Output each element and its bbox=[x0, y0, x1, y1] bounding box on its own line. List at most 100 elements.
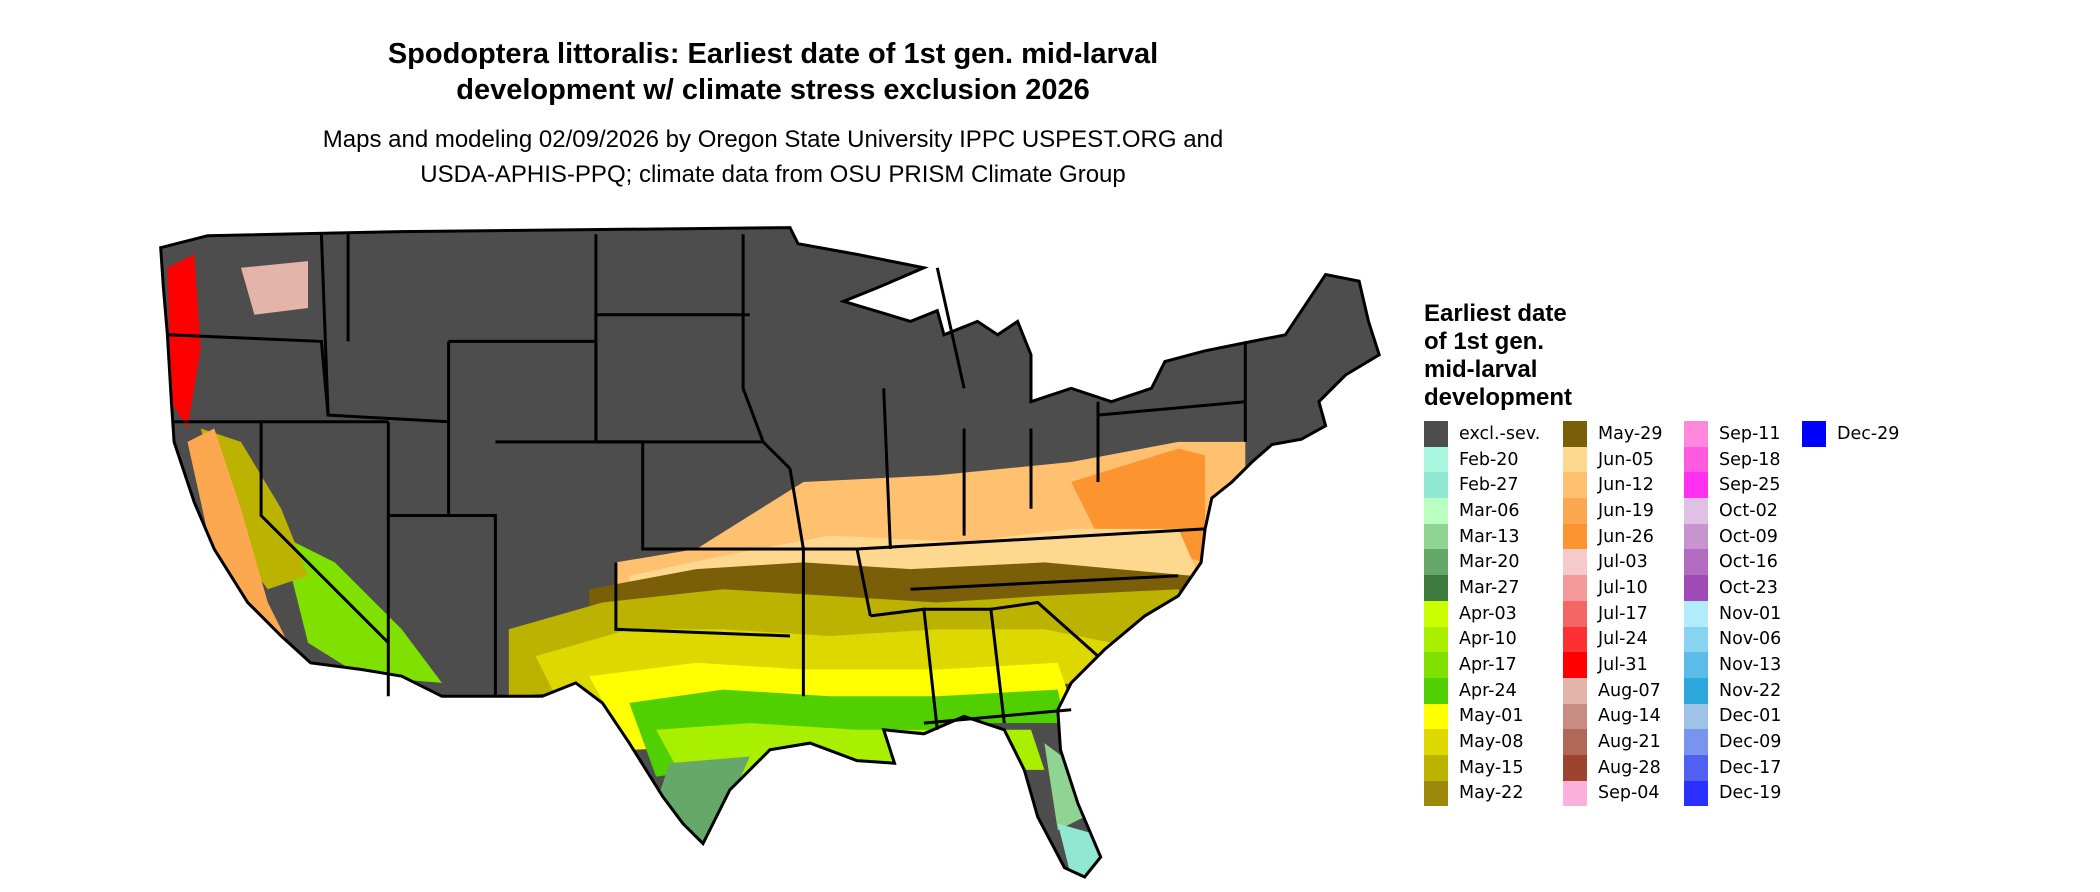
legend-label: Apr-10 bbox=[1459, 629, 1517, 650]
legend-item: Jul-31 bbox=[1563, 652, 1662, 678]
legend-label: Dec-01 bbox=[1719, 706, 1782, 727]
legend-swatch bbox=[1684, 729, 1708, 755]
state-border-line bbox=[882, 388, 892, 550]
legend-swatch bbox=[1424, 703, 1448, 730]
map-subtitle-line-1: Maps and modeling 02/09/2026 by Oregon S… bbox=[322, 126, 1224, 153]
legend-item: Aug-07 bbox=[1563, 677, 1662, 704]
legend-title-line: Earliest date bbox=[1424, 300, 1567, 327]
legend-swatch bbox=[1684, 472, 1708, 499]
legend-label: Aug-14 bbox=[1598, 706, 1661, 727]
legend-item: Jul-03 bbox=[1563, 549, 1662, 576]
legend-item: Jun-05 bbox=[1563, 446, 1662, 473]
legend-label: Nov-01 bbox=[1719, 603, 1782, 624]
legend-swatch bbox=[1424, 549, 1448, 576]
zone-mar-20 bbox=[656, 756, 750, 851]
legend-item: Jun-12 bbox=[1563, 472, 1662, 499]
zone-jul-31 bbox=[167, 254, 201, 429]
legend-label: Apr-24 bbox=[1459, 680, 1517, 701]
legend-item: Oct-09 bbox=[1684, 523, 1781, 550]
legend-item: Sep-11 bbox=[1684, 421, 1781, 447]
legend-swatch bbox=[1563, 652, 1587, 678]
legend-label: Oct-16 bbox=[1719, 552, 1778, 573]
legend-label: Dec-29 bbox=[1837, 423, 1900, 444]
legend-swatch bbox=[1424, 626, 1448, 653]
legend-item: Dec-17 bbox=[1684, 754, 1782, 781]
legend-swatch bbox=[1684, 626, 1708, 653]
state-border-line bbox=[388, 514, 497, 697]
state-border-line bbox=[856, 527, 1206, 551]
legend-item: Aug-28 bbox=[1563, 754, 1662, 781]
legend-swatch bbox=[1563, 575, 1587, 601]
map-title-line-2: development w/ climate stress exclusion … bbox=[456, 74, 1090, 106]
legend-item: Nov-06 bbox=[1684, 626, 1781, 653]
legend-swatch bbox=[1563, 472, 1587, 499]
state-border-line bbox=[259, 421, 390, 644]
legend-swatch bbox=[1424, 498, 1448, 524]
legend-swatch bbox=[1684, 446, 1708, 473]
state-borders bbox=[167, 234, 1247, 730]
legend-item: Feb-27 bbox=[1424, 472, 1540, 499]
state-border-line bbox=[935, 267, 966, 389]
legend-label: Dec-17 bbox=[1719, 757, 1782, 778]
legend-item: Mar-13 bbox=[1424, 523, 1540, 550]
legend-swatch bbox=[1563, 754, 1587, 781]
state-border-line bbox=[741, 234, 792, 470]
legend-label: Mar-06 bbox=[1459, 500, 1520, 521]
legend-label: Jul-10 bbox=[1598, 577, 1648, 598]
legend-swatch bbox=[1563, 626, 1587, 653]
legend-label: Jun-26 bbox=[1598, 526, 1654, 547]
legend-swatch bbox=[1563, 729, 1587, 755]
legend-swatch bbox=[1563, 498, 1587, 524]
state-border-line bbox=[1097, 400, 1246, 417]
legend-item: Mar-06 bbox=[1424, 498, 1540, 524]
state-border-line bbox=[495, 440, 790, 551]
legend-item: Dec-29 bbox=[1802, 421, 1899, 447]
legend-label: Jul-03 bbox=[1598, 552, 1648, 573]
legend-label: Mar-13 bbox=[1459, 526, 1520, 547]
legend-label: Jul-31 bbox=[1598, 655, 1648, 676]
zone-mar-13 bbox=[1044, 743, 1085, 831]
legend-swatch bbox=[1424, 729, 1448, 755]
legend-item: Aug-21 bbox=[1563, 729, 1662, 755]
legend-label: Oct-23 bbox=[1719, 577, 1778, 598]
legend-column: Dec-29 bbox=[1802, 421, 1899, 447]
map-title-line-1: Spodoptera littoralis: Earliest date of … bbox=[387, 38, 1159, 70]
legend-swatch bbox=[1424, 600, 1448, 627]
legend-label: May-22 bbox=[1459, 783, 1524, 804]
legend-label: Feb-27 bbox=[1459, 475, 1519, 496]
legend-label: Jul-17 bbox=[1598, 603, 1648, 624]
legend-label: Sep-04 bbox=[1598, 783, 1660, 804]
legend-item: Oct-16 bbox=[1684, 549, 1781, 576]
legend-swatch bbox=[1563, 677, 1587, 704]
legend-item: Apr-17 bbox=[1424, 652, 1540, 678]
legend-item: Sep-25 bbox=[1684, 472, 1781, 499]
legend-swatch bbox=[1563, 523, 1587, 550]
legend-swatch bbox=[1563, 421, 1587, 447]
legend-label: Aug-07 bbox=[1598, 680, 1661, 701]
legend-swatch bbox=[1563, 600, 1587, 627]
legend-label: Jun-05 bbox=[1598, 449, 1654, 470]
legend-item: May-01 bbox=[1424, 703, 1540, 730]
legend-item: excl.-sev. bbox=[1424, 421, 1540, 447]
state-border-line bbox=[910, 574, 1179, 591]
legend-item: Apr-03 bbox=[1424, 600, 1540, 627]
legend-label: Sep-18 bbox=[1719, 449, 1781, 470]
legend-label: Jun-12 bbox=[1598, 475, 1654, 496]
legend-swatch bbox=[1563, 780, 1587, 807]
legend-swatch bbox=[1684, 575, 1708, 601]
legend-swatch bbox=[1684, 754, 1708, 781]
legend-swatch bbox=[1684, 600, 1708, 627]
legend-label: May-15 bbox=[1459, 757, 1524, 778]
legend-item: May-29 bbox=[1563, 421, 1662, 447]
legend-item: Aug-14 bbox=[1563, 703, 1662, 730]
legend-column: excl.-sev. Feb-20 Feb-27 Mar-06 Mar-13 Mar-20… bbox=[1424, 421, 1540, 807]
legend-label: Jun-19 bbox=[1598, 500, 1654, 521]
legend-item: Dec-19 bbox=[1684, 780, 1781, 807]
legend-swatch bbox=[1684, 498, 1708, 524]
legend-label: Apr-03 bbox=[1459, 603, 1517, 624]
legend-swatch bbox=[1684, 523, 1708, 550]
state-border-line bbox=[990, 600, 1099, 658]
legend-label: Nov-13 bbox=[1719, 655, 1782, 676]
legend-swatch bbox=[1424, 780, 1448, 807]
